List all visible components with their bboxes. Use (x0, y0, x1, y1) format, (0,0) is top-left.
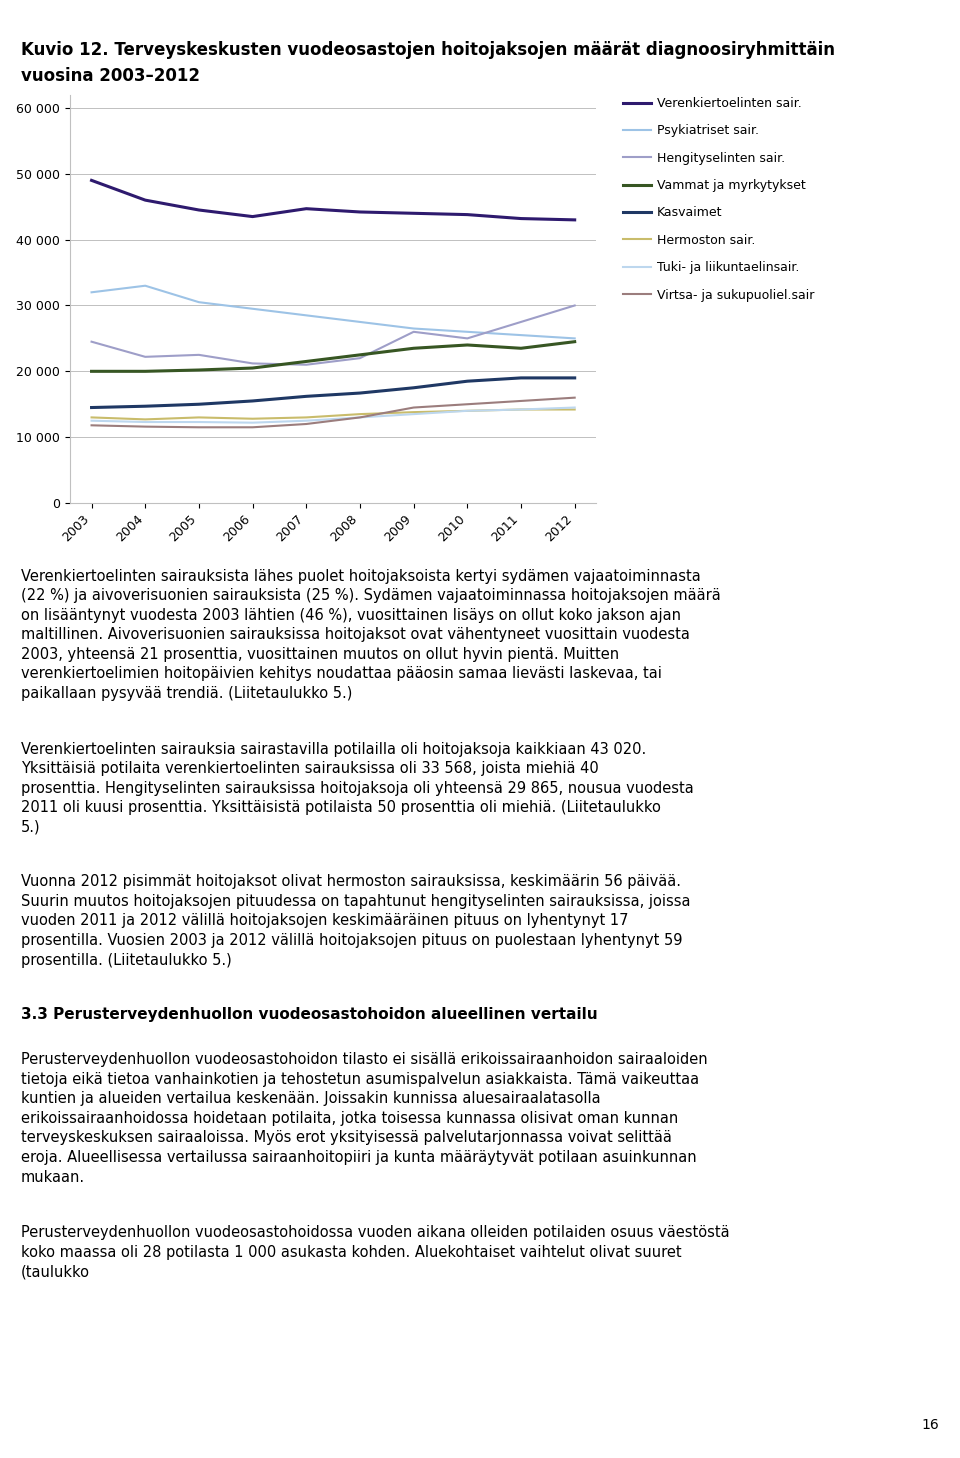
Verenkiertoelinten sair. (569, 211, 581, 229)
Tuki- ja liikuntaelinsair. (354, 408, 366, 426)
Tuki- ja liikuntaelinsair. (462, 402, 473, 420)
Psykiatriset sair. (462, 324, 473, 341)
Line: Vammat ja myrkytykset: Vammat ja myrkytykset (91, 341, 575, 372)
Vammat ja myrkytykset (354, 346, 366, 363)
Vammat ja myrkytykset (139, 363, 151, 381)
Verenkiertoelinten sair. (139, 191, 151, 208)
Psykiatriset sair. (193, 293, 204, 311)
Psykiatriset sair. (408, 319, 420, 337)
Kasvaimet (139, 398, 151, 416)
Virtsa- ja sukupuoliel.sair (462, 395, 473, 413)
Tuki- ja liikuntaelinsair. (193, 413, 204, 430)
Psykiatriset sair. (247, 300, 258, 318)
Hermoston sair. (569, 401, 581, 418)
Kasvaimet (462, 372, 473, 389)
Vammat ja myrkytykset (85, 363, 97, 381)
Psykiatriset sair. (85, 283, 97, 300)
Tuki- ja liikuntaelinsair. (247, 414, 258, 432)
Hermoston sair. (300, 408, 312, 426)
Verenkiertoelinten sair. (408, 204, 420, 222)
Line: Hermoston sair.: Hermoston sair. (91, 410, 575, 420)
Virtsa- ja sukupuoliel.sair (300, 416, 312, 433)
Hermoston sair. (85, 408, 97, 426)
Hermoston sair. (247, 410, 258, 427)
Hermoston sair. (516, 401, 527, 418)
Line: Psykiatriset sair.: Psykiatriset sair. (91, 286, 575, 338)
Tuki- ja liikuntaelinsair. (300, 413, 312, 430)
Hermoston sair. (139, 411, 151, 429)
Verenkiertoelinten sair. (300, 200, 312, 217)
Hengityselinten sair. (516, 313, 527, 331)
Tuki- ja liikuntaelinsair. (569, 399, 581, 417)
Virtsa- ja sukupuoliel.sair (85, 417, 97, 434)
Line: Virtsa- ja sukupuoliel.sair: Virtsa- ja sukupuoliel.sair (91, 398, 575, 427)
Text: Kuvio 12. Terveyskeskusten vuodeosastojen hoitojaksojen määrät diagnoosiryhmittä: Kuvio 12. Terveyskeskusten vuodeosastoje… (21, 41, 835, 58)
Kasvaimet (85, 399, 97, 417)
Text: Verenkiertoelinten sairauksia sairastavilla potilailla oli hoitojaksoja kaikkiaa: Verenkiertoelinten sairauksia sairastavi… (21, 742, 694, 835)
Legend: Verenkiertoelinten sair., Psykiatriset sair., Hengityselinten sair., Vammat ja m: Verenkiertoelinten sair., Psykiatriset s… (623, 96, 815, 302)
Vammat ja myrkytykset (408, 340, 420, 357)
Hermoston sair. (462, 402, 473, 420)
Kasvaimet (408, 379, 420, 397)
Hengityselinten sair. (139, 348, 151, 366)
Hengityselinten sair. (408, 324, 420, 341)
Kasvaimet (569, 369, 581, 386)
Hengityselinten sair. (462, 330, 473, 347)
Virtsa- ja sukupuoliel.sair (408, 399, 420, 417)
Vammat ja myrkytykset (569, 332, 581, 350)
Verenkiertoelinten sair. (193, 201, 204, 219)
Text: Verenkiertoelinten sairauksista lähes puolet hoitojaksoista kertyi sydämen vajaa: Verenkiertoelinten sairauksista lähes pu… (21, 569, 721, 701)
Text: vuosina 2003–2012: vuosina 2003–2012 (21, 67, 200, 85)
Hengityselinten sair. (247, 354, 258, 372)
Tuki- ja liikuntaelinsair. (139, 413, 151, 430)
Line: Verenkiertoelinten sair.: Verenkiertoelinten sair. (91, 181, 575, 220)
Hengityselinten sair. (569, 297, 581, 315)
Text: 3.3 Perusterveydenhuollon vuodeosastohoidon alueellinen vertailu: 3.3 Perusterveydenhuollon vuodeosastohoi… (21, 1007, 598, 1022)
Hengityselinten sair. (354, 350, 366, 367)
Tuki- ja liikuntaelinsair. (516, 401, 527, 418)
Line: Tuki- ja liikuntaelinsair.: Tuki- ja liikuntaelinsair. (91, 408, 575, 423)
Virtsa- ja sukupuoliel.sair (516, 392, 527, 410)
Verenkiertoelinten sair. (85, 172, 97, 190)
Text: Vuonna 2012 pisimmät hoitojaksot olivat hermoston sairauksissa, keskimäärin 56 p: Vuonna 2012 pisimmät hoitojaksot olivat … (21, 875, 690, 968)
Kasvaimet (193, 395, 204, 413)
Text: Perusterveydenhuollon vuodeosastohoidon tilasto ei sisällä erikoissairaanhoidon : Perusterveydenhuollon vuodeosastohoidon … (21, 1053, 708, 1184)
Vammat ja myrkytykset (300, 353, 312, 370)
Vammat ja myrkytykset (193, 362, 204, 379)
Verenkiertoelinten sair. (516, 210, 527, 227)
Virtsa- ja sukupuoliel.sair (354, 408, 366, 426)
Psykiatriset sair. (139, 277, 151, 295)
Kasvaimet (247, 392, 258, 410)
Hengityselinten sair. (300, 356, 312, 373)
Hengityselinten sair. (193, 346, 204, 363)
Vammat ja myrkytykset (516, 340, 527, 357)
Hermoston sair. (193, 408, 204, 426)
Verenkiertoelinten sair. (247, 208, 258, 226)
Hengityselinten sair. (85, 332, 97, 350)
Text: Perusterveydenhuollon vuodeosastohoidossa vuoden aikana olleiden potilaiden osuu: Perusterveydenhuollon vuodeosastohoidoss… (21, 1225, 730, 1279)
Psykiatriset sair. (516, 327, 527, 344)
Kasvaimet (516, 369, 527, 386)
Line: Kasvaimet: Kasvaimet (91, 378, 575, 408)
Tuki- ja liikuntaelinsair. (85, 413, 97, 430)
Virtsa- ja sukupuoliel.sair (193, 418, 204, 436)
Verenkiertoelinten sair. (354, 203, 366, 220)
Tuki- ja liikuntaelinsair. (408, 405, 420, 423)
Psykiatriset sair. (354, 313, 366, 331)
Text: 16: 16 (922, 1417, 939, 1432)
Virtsa- ja sukupuoliel.sair (569, 389, 581, 407)
Kasvaimet (300, 388, 312, 405)
Line: Hengityselinten sair.: Hengityselinten sair. (91, 306, 575, 364)
Psykiatriset sair. (300, 306, 312, 324)
Virtsa- ja sukupuoliel.sair (139, 418, 151, 436)
Hermoston sair. (354, 405, 366, 423)
Vammat ja myrkytykset (247, 359, 258, 376)
Vammat ja myrkytykset (462, 337, 473, 354)
Virtsa- ja sukupuoliel.sair (247, 418, 258, 436)
Verenkiertoelinten sair. (462, 206, 473, 223)
Psykiatriset sair. (569, 330, 581, 347)
Hermoston sair. (408, 404, 420, 421)
Kasvaimet (354, 385, 366, 402)
